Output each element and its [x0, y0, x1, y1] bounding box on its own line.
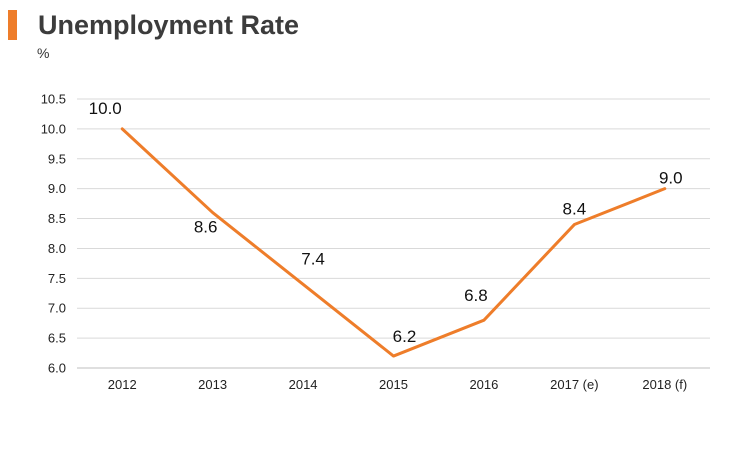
data-label: 6.2 [393, 327, 417, 346]
x-tick-label: 2017 (e) [550, 377, 598, 392]
series [120, 127, 667, 358]
x-tick-label: 2015 [379, 377, 408, 392]
y-tick-label: 9.0 [48, 181, 66, 196]
y-tick-label: 8.5 [48, 211, 66, 226]
data-label: 10.0 [89, 99, 122, 118]
x-tick-label: 2016 [469, 377, 498, 392]
y-tick-label: 10.5 [41, 92, 66, 107]
title-accent-bar [8, 10, 17, 40]
y-axis-ticks: 6.0 6.5 7.0 7.5 8.0 8.5 9.0 9.5 10.0 10.5 [41, 92, 66, 376]
x-tick-label: 2014 [289, 377, 318, 392]
data-label: 7.4 [301, 249, 325, 268]
data-label: 8.6 [194, 218, 218, 237]
series-line [120, 127, 667, 358]
y-tick-label: 9.5 [48, 151, 66, 166]
data-label: 8.4 [563, 200, 587, 219]
data-labels: 10.0 8.6 7.4 6.2 6.8 8.4 9.0 [89, 99, 683, 346]
x-axis-ticks: 2012 2013 2014 2015 2016 2017 (e) 2018 (f) [108, 377, 687, 392]
y-tick-label: 7.5 [48, 271, 66, 286]
y-tick-label: 10.0 [41, 121, 66, 136]
y-tick-label: 7.0 [48, 301, 66, 316]
x-tick-label: 2012 [108, 377, 137, 392]
y-tick-label: 8.0 [48, 241, 66, 256]
chart-title: Unemployment Rate [38, 10, 300, 40]
y-axis-unit: % [37, 45, 50, 61]
data-label: 9.0 [659, 169, 683, 188]
x-tick-label: 2018 (f) [642, 377, 687, 392]
data-label: 6.8 [464, 286, 488, 305]
y-tick-label: 6.0 [48, 361, 66, 376]
y-tick-label: 6.5 [48, 331, 66, 346]
x-tick-label: 2013 [198, 377, 227, 392]
gridlines [77, 98, 710, 369]
